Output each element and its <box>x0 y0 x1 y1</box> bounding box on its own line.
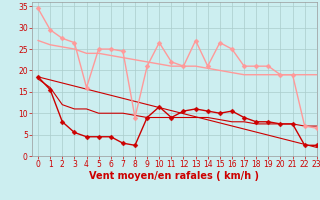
X-axis label: Vent moyen/en rafales ( km/h ): Vent moyen/en rafales ( km/h ) <box>89 171 260 181</box>
